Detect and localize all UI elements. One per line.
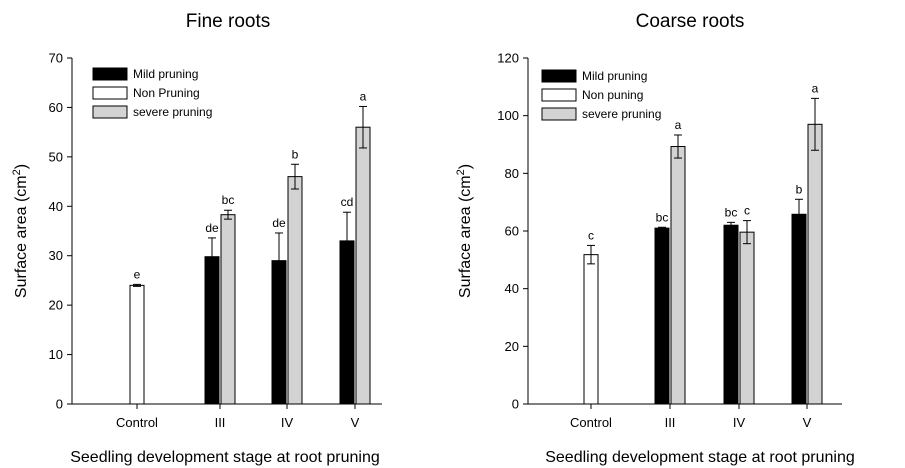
y-tick-label: 40 xyxy=(505,281,519,296)
y-tick-label: 60 xyxy=(505,224,519,239)
y-tick-label: 0 xyxy=(512,397,519,412)
bar-mild-pruning-iv xyxy=(723,224,739,405)
x-tick-label: IV xyxy=(733,415,746,430)
x-tick-label: III xyxy=(665,415,676,430)
bar-severe-pruning-iii xyxy=(220,214,236,405)
legend-swatch xyxy=(92,105,128,119)
bar-non-puning-control xyxy=(583,254,599,405)
y-axis-label: Surface area (cm2) xyxy=(455,164,474,298)
legend-swatch xyxy=(541,107,577,121)
bar-severe-pruning-v xyxy=(355,126,371,405)
significance-label: de xyxy=(272,216,286,230)
significance-label: c xyxy=(744,204,750,218)
significance-label: cd xyxy=(341,195,354,209)
y-tick-label: 70 xyxy=(49,51,63,66)
y-tick-label: 10 xyxy=(49,347,63,362)
x-tick-label: III xyxy=(215,415,226,430)
significance-label: b xyxy=(292,147,299,161)
legend-label: Non Pruning xyxy=(133,86,200,100)
y-tick-label: 20 xyxy=(505,339,519,354)
bar-severe-pruning-iv xyxy=(739,231,755,405)
x-tick-label: V xyxy=(803,415,812,430)
x-tick-label: IV xyxy=(281,415,294,430)
x-tick-label: Control xyxy=(570,415,612,430)
significance-label: a xyxy=(675,118,682,132)
bar-mild-pruning-iii xyxy=(654,227,670,405)
x-tick-label: Control xyxy=(116,415,158,430)
legend-label: severe pruning xyxy=(133,105,212,119)
y-axis-label: Surface area (cm2) xyxy=(11,164,30,298)
legend-label: Mild pruning xyxy=(582,69,647,83)
y-tick-label: 50 xyxy=(49,149,63,164)
significance-label: de xyxy=(205,221,219,235)
x-axis-label: Seedling development stage at root pruni… xyxy=(70,449,380,466)
legend-label: Non puning xyxy=(582,88,643,102)
legend-swatch xyxy=(92,67,128,81)
y-tick-label: 60 xyxy=(49,100,63,115)
chart-title: Coarse roots xyxy=(636,11,745,32)
bar-mild-pruning-iii xyxy=(204,256,220,405)
significance-label: a xyxy=(812,81,819,95)
legend-swatch xyxy=(541,69,577,83)
y-tick-label: 20 xyxy=(49,298,63,313)
significance-label: a xyxy=(360,89,367,103)
chart-panel-2: Coarse roots 0 20 40 60 80 100 120 Control III IV V… xyxy=(455,11,855,466)
y-tick-label: 30 xyxy=(49,248,63,263)
x-axis-label: Seedling development stage at root pruni… xyxy=(545,449,855,466)
x-tick-label: V xyxy=(351,415,360,430)
significance-label: c xyxy=(588,228,594,242)
y-tick-label: 80 xyxy=(505,166,519,181)
y-tick-label: 120 xyxy=(497,51,519,66)
y-tick-label: 40 xyxy=(49,199,63,214)
y-tick-label: 0 xyxy=(56,397,63,412)
bar-severe-pruning-iii xyxy=(670,146,686,405)
bar-severe-pruning-iv xyxy=(287,176,303,405)
legend-swatch xyxy=(541,88,577,102)
bar-mild-pruning-v xyxy=(791,213,807,405)
bar-severe-pruning-v xyxy=(807,123,823,405)
y-tick-label: 100 xyxy=(497,108,519,123)
legend-label: severe pruning xyxy=(582,107,661,121)
chart-title: Fine roots xyxy=(186,11,270,32)
significance-label: e xyxy=(134,267,141,281)
significance-label: bc xyxy=(656,210,669,224)
significance-label: bc xyxy=(222,193,235,207)
legend-label: Mild pruning xyxy=(133,67,198,81)
bar-non-pruning-control xyxy=(129,284,145,405)
significance-label: bc xyxy=(725,205,738,219)
legend-swatch xyxy=(92,86,128,100)
significance-label: b xyxy=(796,182,803,196)
chart-panel-1: Fine roots 0 10 20 30 40 50 60 70 Control III IV V Se… xyxy=(11,11,382,466)
